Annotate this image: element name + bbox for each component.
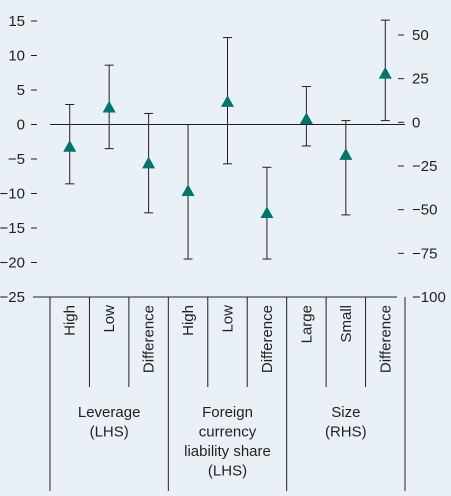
left-axis-tick-label: −10: [0, 186, 25, 203]
group-label-line: Leverage: [78, 404, 141, 421]
group-label-line: (LHS): [208, 463, 247, 480]
data-point-triangle: [221, 95, 234, 107]
left-axis-tick-label: 5: [17, 82, 25, 99]
category-label: Low: [220, 305, 237, 333]
group-label-line: (LHS): [90, 424, 129, 441]
right-axis-tick-label: −25: [412, 158, 437, 175]
category-label: Large: [298, 305, 315, 343]
group-label-line: currency: [199, 424, 257, 441]
category-label: Difference: [259, 305, 276, 373]
left-axis-tick-label: 10: [8, 48, 25, 65]
data-point-triangle: [299, 112, 313, 125]
data-point-triangle: [142, 156, 156, 169]
category-label: High: [62, 305, 79, 336]
right-axis-tick-label: −50: [412, 202, 437, 219]
category-label: Low: [101, 305, 118, 333]
data-point-triangle: [378, 66, 392, 79]
left-axis-tick-label: −5: [8, 151, 25, 168]
right-axis-tick-label: −100: [412, 289, 446, 306]
left-axis-tick-label: 0: [17, 117, 25, 134]
group-label-line: liability share: [184, 443, 271, 460]
data-point-triangle: [260, 206, 274, 219]
left-axis-tick-label: −25: [0, 289, 25, 306]
left-axis-tick-label: −15: [0, 220, 25, 237]
data-point-triangle: [181, 184, 195, 196]
data-point-triangle: [63, 140, 77, 152]
right-axis-tick-label: 50: [412, 27, 429, 44]
category-label: Difference: [377, 305, 394, 373]
left-axis-tick-label: −20: [0, 255, 25, 272]
category-label: Small: [338, 305, 355, 343]
category-label: High: [180, 305, 197, 336]
group-label-line: Foreign: [202, 404, 253, 421]
data-point-triangle: [102, 100, 116, 113]
category-label: Difference: [141, 305, 158, 373]
data-point-triangle: [339, 148, 353, 160]
right-axis-tick-label: 25: [412, 71, 429, 88]
group-label-line: Size: [331, 404, 360, 421]
right-axis-tick-label: −75: [412, 245, 437, 262]
group-label-line: (RHS): [325, 424, 367, 441]
right-axis-tick-label: 0: [412, 114, 420, 131]
left-axis-tick-label: 15: [8, 13, 25, 30]
